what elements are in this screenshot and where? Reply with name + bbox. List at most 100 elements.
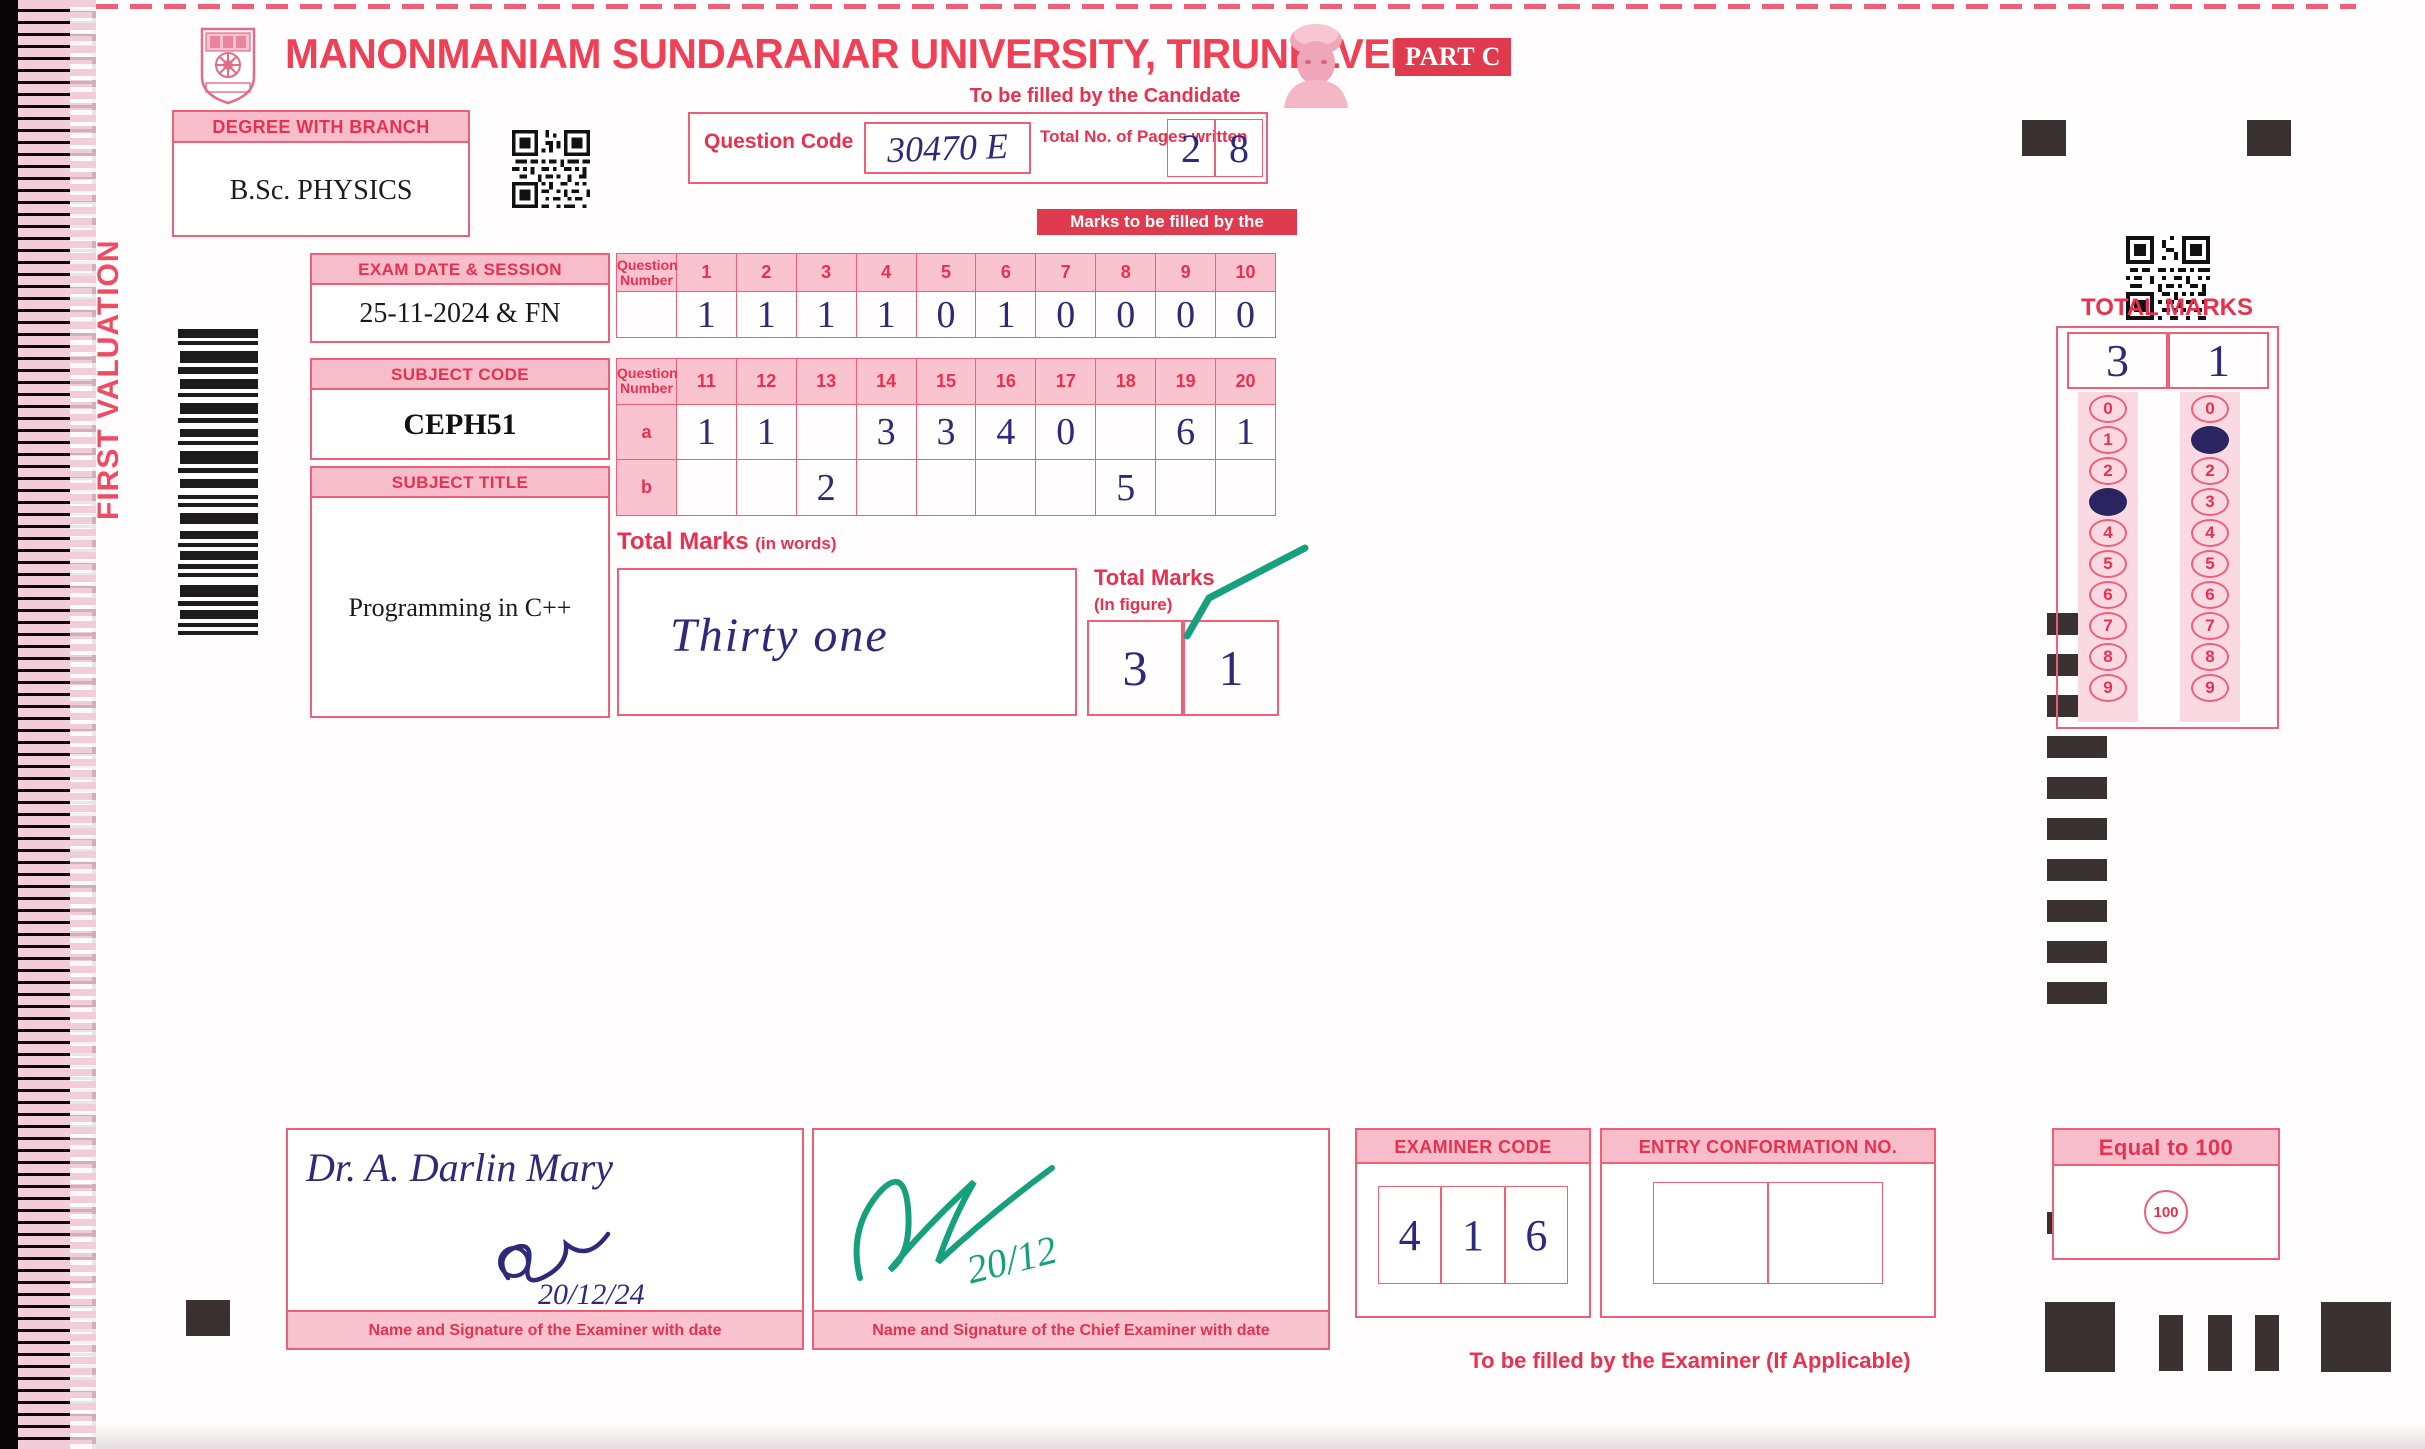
pages-digit-cell[interactable]: 8 <box>1215 119 1263 177</box>
total-figure-digit-cell[interactable]: 1 <box>1183 620 1279 716</box>
mark-cell[interactable]: 0 <box>1035 291 1097 338</box>
omr-bubble-6[interactable]: 6 <box>2089 581 2127 609</box>
omr-column-units[interactable]: 0 1 2 3 4 5 6 7 8 9 <box>2180 392 2240 722</box>
omr-bubble-9[interactable]: 9 <box>2089 674 2127 702</box>
mark-cell[interactable]: 1 <box>1215 403 1276 461</box>
table-row: b 2 5 <box>616 459 1276 516</box>
mark-cell[interactable] <box>1215 459 1276 516</box>
registration-mark <box>2321 1302 2391 1372</box>
registration-mark <box>2022 120 2066 156</box>
omr-bubble-1[interactable]: 1 <box>2191 426 2229 454</box>
mark-cell[interactable] <box>1095 403 1157 461</box>
pages-digit: 2 <box>1181 125 1201 171</box>
barcode <box>178 329 258 635</box>
omr-bubble-0[interactable]: 0 <box>2191 395 2229 423</box>
q-col-header: 17 <box>1035 358 1097 405</box>
total-figure-digit-cell[interactable]: 3 <box>1087 620 1183 716</box>
q-col-header: 11 <box>675 358 737 405</box>
omr-bubble-7[interactable]: 7 <box>2089 612 2127 640</box>
sub-row-label-a: a <box>616 403 677 461</box>
timing-mark <box>2047 982 2107 1004</box>
total-marks-words-main: Total Marks <box>617 528 749 555</box>
mark-cell[interactable]: 1 <box>675 403 737 461</box>
omr-digit-cell[interactable]: 1 <box>2168 332 2269 389</box>
mark-cell[interactable] <box>1035 459 1097 516</box>
omr-bubble-2[interactable]: 2 <box>2191 457 2229 485</box>
omr-bubble-0[interactable]: 0 <box>2089 395 2127 423</box>
total-marks-words-value: Thirty one <box>670 609 889 662</box>
mark-cell[interactable] <box>975 459 1037 516</box>
page-title: MANONMANIAM SUNDARANAR UNIVERSITY, TIRUN… <box>285 30 1426 77</box>
mark-cell[interactable]: 2 <box>795 459 857 516</box>
pages-written-input[interactable]: 2 8 <box>1167 119 1263 177</box>
mark-cell[interactable]: 3 <box>855 403 917 461</box>
mark-cell[interactable]: 0 <box>1035 403 1097 461</box>
omr-bubble-5[interactable]: 5 <box>2191 550 2229 578</box>
mark-cell[interactable]: 1 <box>795 291 857 338</box>
total-marks-words-input[interactable] <box>617 568 1077 716</box>
mark-cell[interactable] <box>616 291 677 338</box>
omr-bubble-8[interactable]: 8 <box>2191 643 2229 671</box>
marks-table-q1-10: Question Number 1 2 3 4 5 6 7 8 9 10 1 1… <box>616 253 1276 338</box>
mark-cell[interactable]: 1 <box>735 291 797 338</box>
omr-bubble-8[interactable]: 8 <box>2089 643 2127 671</box>
mark-cell[interactable]: 0 <box>915 291 977 338</box>
timing-mark <box>2047 941 2107 963</box>
omr-bubble-3[interactable]: 3 <box>2191 488 2229 516</box>
mark-cell[interactable]: 5 <box>1095 459 1157 516</box>
mark-cell[interactable]: 3 <box>915 403 977 461</box>
sub-row-label-b: b <box>616 459 677 516</box>
omr-bubble-4[interactable]: 4 <box>2089 519 2127 547</box>
omr-bubble-7[interactable]: 7 <box>2191 612 2229 640</box>
question-code-input[interactable]: 30470 E <box>864 122 1031 174</box>
entry-confirmation-cell[interactable] <box>1768 1182 1883 1284</box>
mark-cell[interactable] <box>795 403 857 461</box>
mark-cell[interactable]: 1 <box>975 291 1037 338</box>
equal-to-100-field: Equal to 100 100 <box>2052 1128 2280 1260</box>
timing-mark <box>2047 900 2107 922</box>
examiner-code-digit-cell[interactable]: 1 <box>1441 1186 1505 1284</box>
omr-bubble-4[interactable]: 4 <box>2191 519 2229 547</box>
mark-cell[interactable]: 6 <box>1155 403 1217 461</box>
mark-cell[interactable] <box>675 459 737 516</box>
pages-digit-cell[interactable]: 2 <box>1167 119 1215 177</box>
mark-cell[interactable]: 0 <box>1095 291 1157 338</box>
examiner-signature-field[interactable]: Dr. A. Darlin Mary 20/12/24 Name and Sig… <box>286 1128 804 1350</box>
omr-bubble-3[interactable]: 3 <box>2089 488 2127 516</box>
entry-confirmation-input[interactable] <box>1653 1182 1883 1284</box>
entry-confirmation-cell[interactable] <box>1653 1182 1768 1284</box>
examiner-code-digit-cell[interactable]: 4 <box>1378 1186 1442 1284</box>
omr-digit-boxes[interactable]: 3 1 <box>2067 332 2269 389</box>
omr-bubble-6[interactable]: 6 <box>2191 581 2229 609</box>
mark-cell[interactable]: 1 <box>855 291 917 338</box>
examiner-code-digit: 6 <box>1525 1210 1548 1260</box>
q-col-header: 8 <box>1095 253 1157 292</box>
omr-bubble-9[interactable]: 9 <box>2191 674 2229 702</box>
q-col-header: 20 <box>1215 358 1276 405</box>
chief-examiner-signature-field[interactable]: 20/12 Name and Signature of the Chief Ex… <box>812 1128 1330 1350</box>
mark-cell[interactable]: 0 <box>1215 291 1276 338</box>
omr-digit: 1 <box>2207 335 2230 386</box>
equal-to-100-header: Equal to 100 <box>2054 1130 2278 1166</box>
mark-cell[interactable]: 0 <box>1155 291 1217 338</box>
examiner-code-digit-cell[interactable]: 6 <box>1504 1186 1568 1284</box>
omr-bubble-5[interactable]: 5 <box>2089 550 2127 578</box>
subject-code-value: CEPH51 <box>403 408 517 441</box>
omr-bubble-1[interactable]: 1 <box>2089 426 2127 454</box>
equal-to-100-bubble[interactable]: 100 <box>2144 1190 2188 1234</box>
q-col-header: 4 <box>855 253 917 292</box>
mark-cell[interactable] <box>735 459 797 516</box>
omr-bubble-2[interactable]: 2 <box>2089 457 2127 485</box>
omr-column-tens[interactable]: 0 1 2 3 4 5 6 7 8 9 <box>2078 392 2138 722</box>
mark-cell[interactable]: 4 <box>975 403 1037 461</box>
total-marks-figure-input[interactable]: 3 1 <box>1087 620 1279 716</box>
mark-cell[interactable]: 1 <box>675 291 737 338</box>
omr-digit-cell[interactable]: 3 <box>2067 332 2168 389</box>
mark-cell[interactable] <box>1155 459 1217 516</box>
mark-cell[interactable]: 1 <box>735 403 797 461</box>
mark-cell[interactable] <box>915 459 977 516</box>
mark-cell[interactable] <box>855 459 917 516</box>
question-code-value: 30470 E <box>886 125 1009 171</box>
examiner-code-input[interactable]: 4 1 6 <box>1378 1186 1568 1284</box>
